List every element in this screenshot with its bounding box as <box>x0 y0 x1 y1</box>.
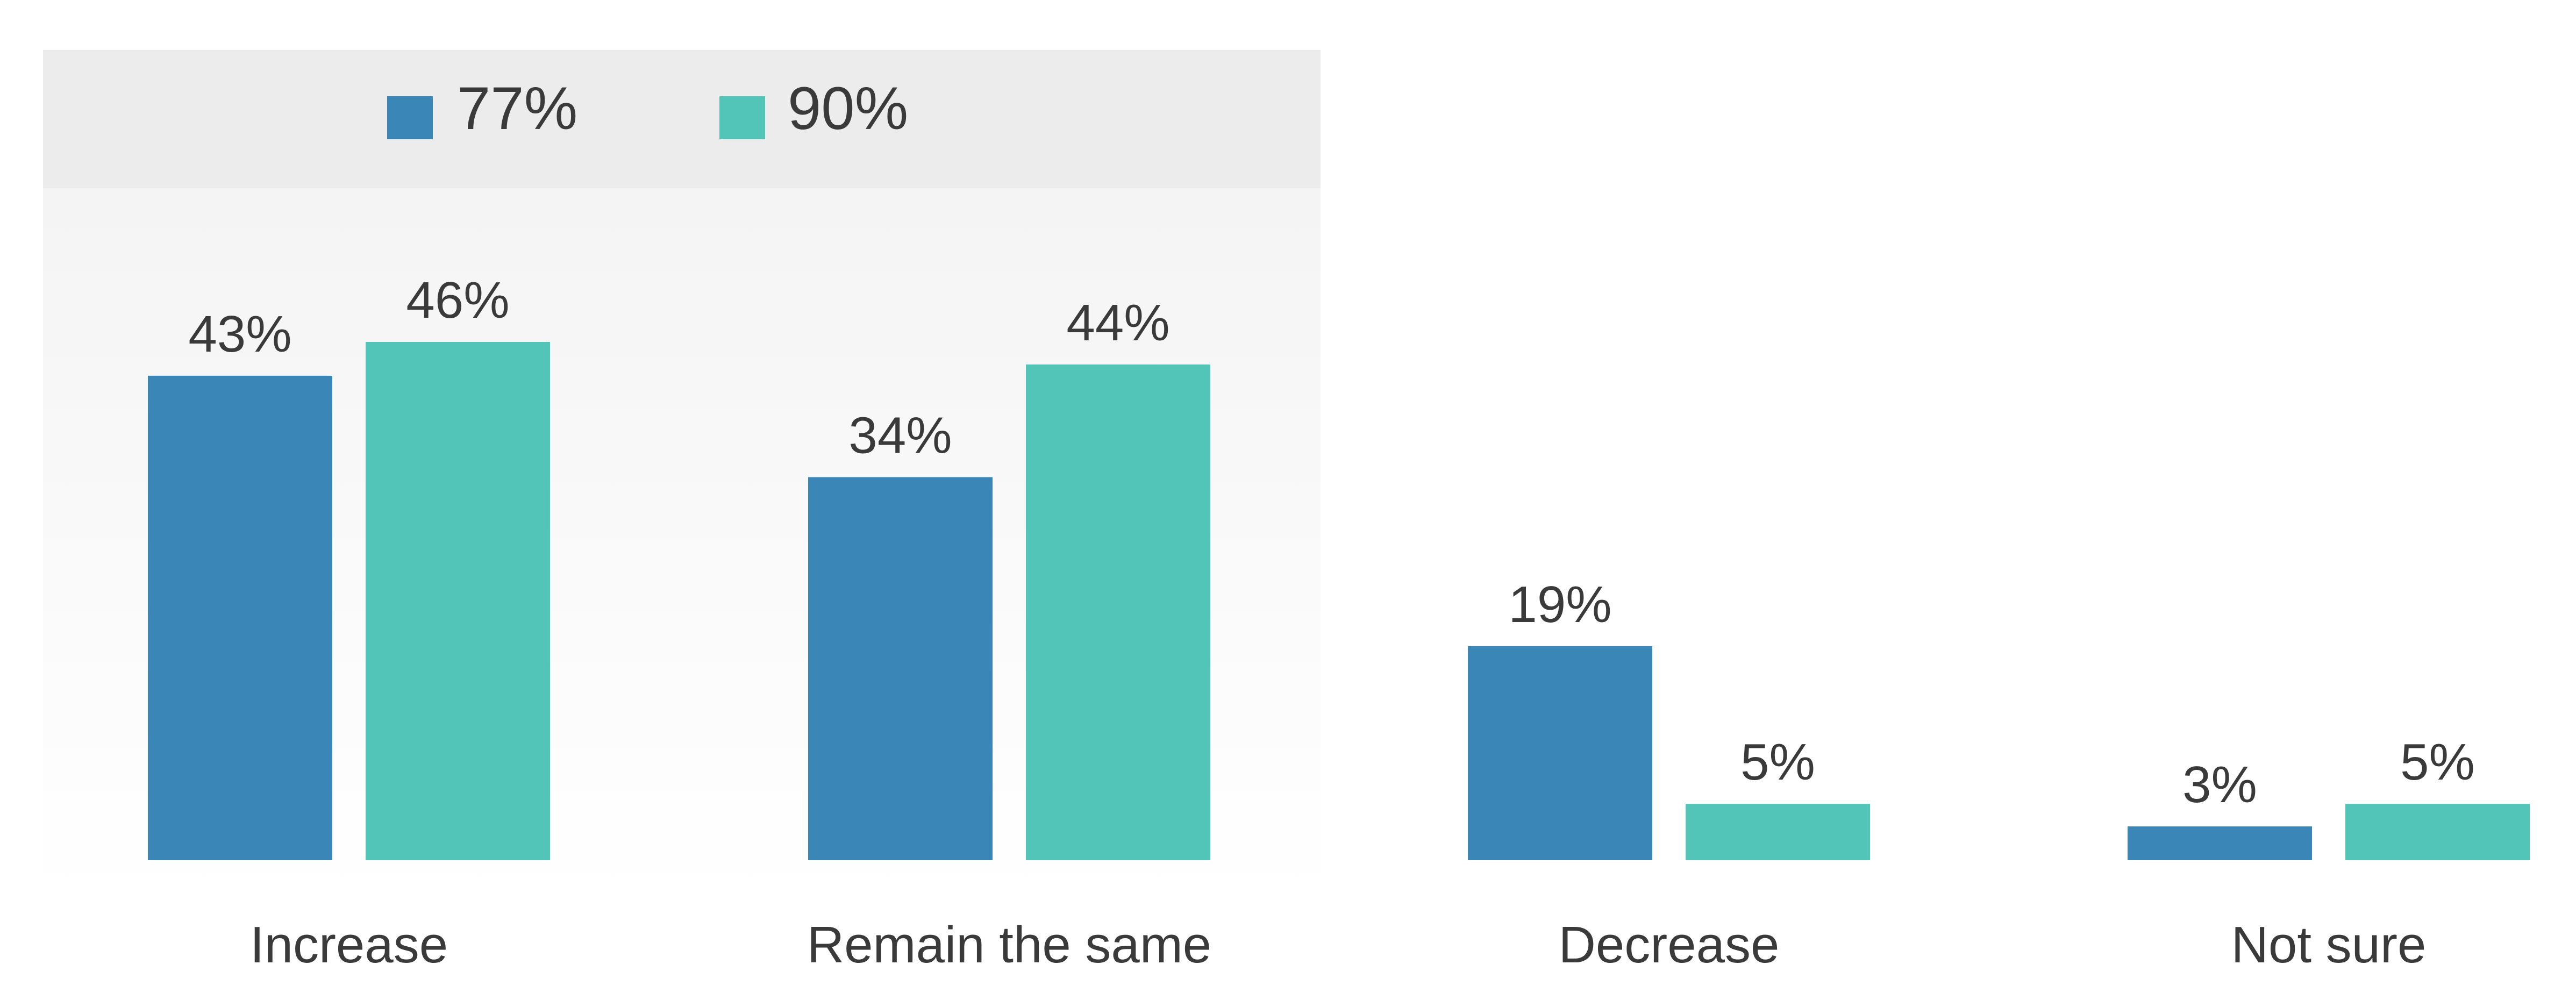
legend-background <box>43 50 1321 188</box>
bar-2-not-sure <box>2345 804 2530 860</box>
bar-1-increase <box>148 375 332 860</box>
bars-layer <box>148 342 2530 860</box>
bar-2-decrease <box>1686 804 1870 860</box>
legend-item-series-2: 90% <box>719 75 908 142</box>
bar-1-decrease <box>1468 646 1652 860</box>
category-labels-layer: Increase Remain the same Decrease Not sure <box>250 916 2427 974</box>
legend-item-series-1: 77% <box>387 75 577 142</box>
legend-swatch-series-2 <box>719 96 765 139</box>
value-label-2-remain-the-same: 44% <box>1066 294 1169 352</box>
category-label-decrease: Decrease <box>1559 916 1780 974</box>
category-label-remain-the-same: Remain the same <box>807 916 1211 974</box>
bar-1-not-sure <box>2128 826 2312 860</box>
bar-2-remain-the-same <box>1026 364 1210 860</box>
legend-swatch-series-1 <box>387 96 433 139</box>
value-label-2-decrease: 5% <box>1740 733 1815 791</box>
bar-2-increase <box>366 342 550 860</box>
value-labels-layer: 43% 46% 34% 44% 19% 5% 3% 5% <box>188 272 2474 813</box>
legend-label-series-2: 90% <box>788 75 908 142</box>
value-label-1-remain-the-same: 34% <box>848 406 952 464</box>
value-label-1-decrease: 19% <box>1508 576 1611 633</box>
value-label-1-increase: 43% <box>188 305 291 363</box>
legend: 77% 90% <box>387 75 908 142</box>
value-label-1-not-sure: 3% <box>2182 756 2257 813</box>
category-label-increase: Increase <box>250 916 448 974</box>
value-label-2-not-sure: 5% <box>2400 733 2475 791</box>
category-label-not-sure: Not sure <box>2231 916 2427 974</box>
value-label-2-increase: 46% <box>406 272 509 329</box>
legend-label-series-1: 77% <box>457 75 577 142</box>
bar-1-remain-the-same <box>808 477 993 860</box>
